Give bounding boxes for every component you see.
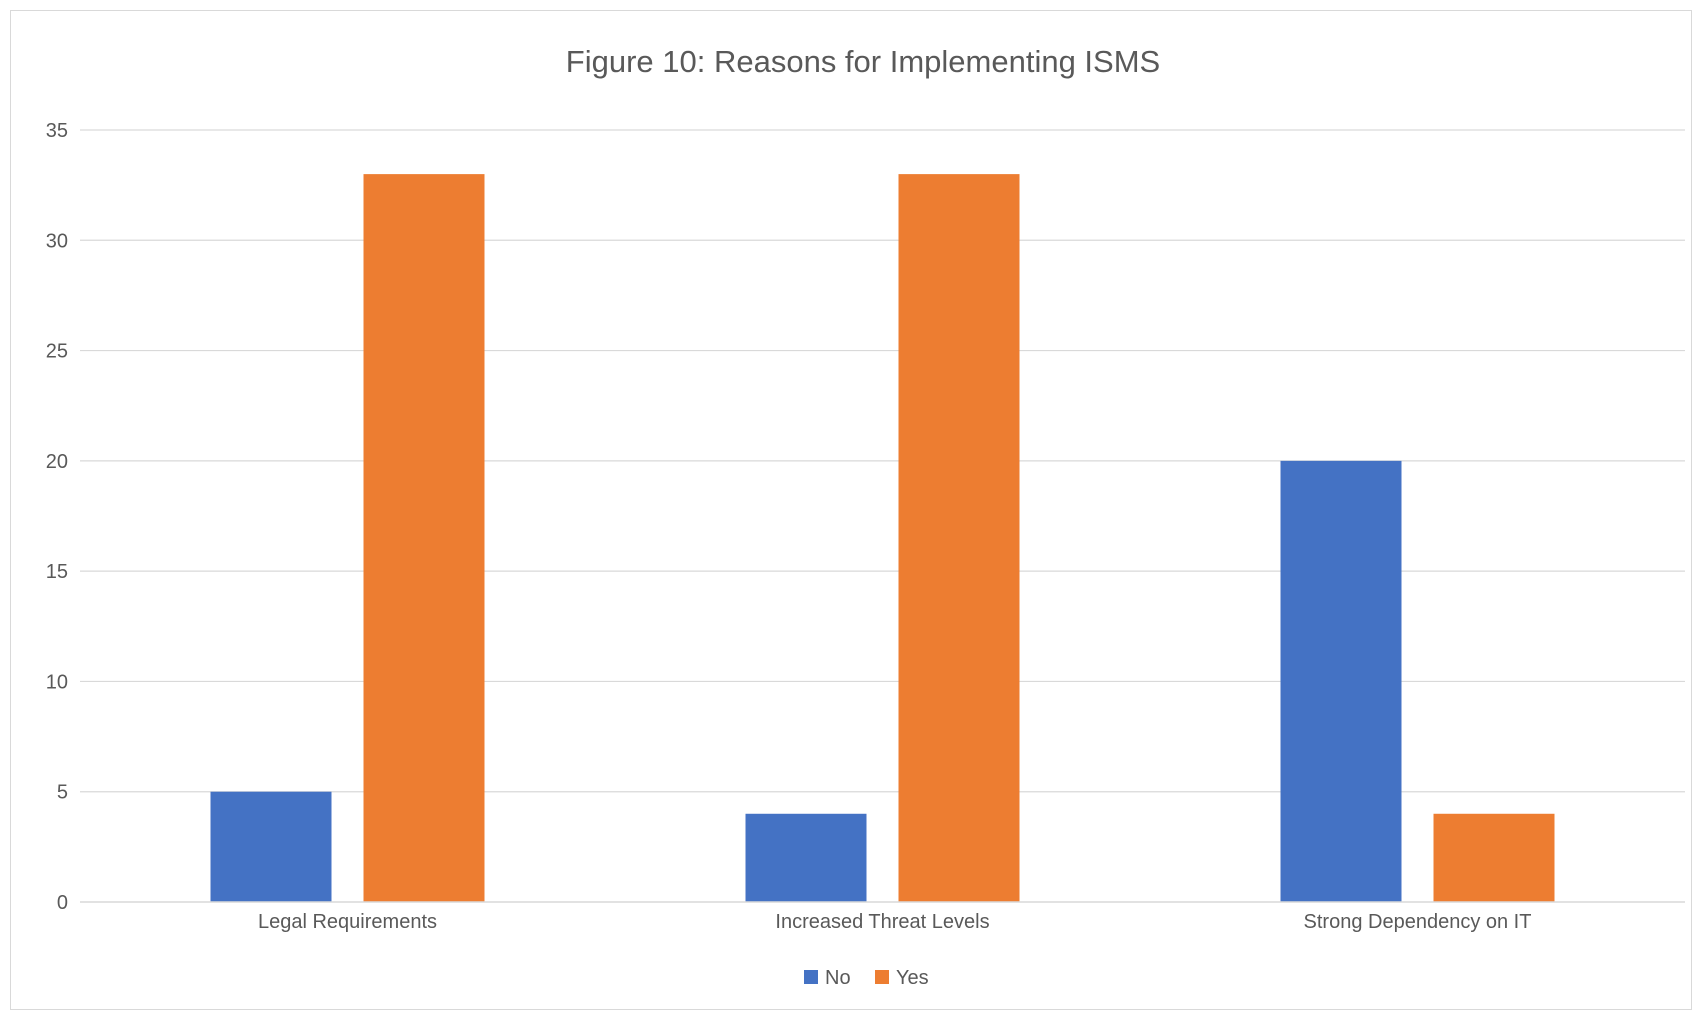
y-tick-label: 30 <box>46 230 68 252</box>
bar-yes-0 <box>363 174 485 903</box>
bar-no-2 <box>1280 460 1402 902</box>
legend-label-no: No <box>825 967 851 989</box>
x-category-label: Increased Threat Levels <box>775 911 989 933</box>
legend-swatch-no <box>804 970 818 984</box>
chart-title: Figure 10: Reasons for Implementing ISMS <box>566 44 1160 79</box>
y-axis-ticks: 0 5 10 15 20 25 30 35 <box>46 120 68 914</box>
bar-no-1 <box>745 813 867 902</box>
bars <box>210 174 1555 903</box>
y-tick-label: 0 <box>57 892 68 914</box>
bar-yes-2 <box>1433 813 1555 902</box>
y-tick-label: 25 <box>46 341 68 363</box>
bar-yes-1 <box>898 174 1020 903</box>
y-tick-label: 35 <box>46 120 68 142</box>
bar-no-0 <box>210 791 332 902</box>
legend-swatch-yes <box>875 970 889 984</box>
x-axis-labels: Legal Requirements Increased Threat Level… <box>258 911 1531 933</box>
legend: No Yes <box>804 967 929 989</box>
x-category-label: Strong Dependency on IT <box>1304 911 1532 933</box>
y-tick-label: 10 <box>46 671 68 693</box>
y-tick-label: 20 <box>46 451 68 473</box>
y-tick-label: 5 <box>57 782 68 804</box>
gridlines <box>80 129 1685 793</box>
legend-label-yes: Yes <box>896 967 929 989</box>
y-tick-label: 15 <box>46 561 68 583</box>
x-category-label: Legal Requirements <box>258 911 437 933</box>
